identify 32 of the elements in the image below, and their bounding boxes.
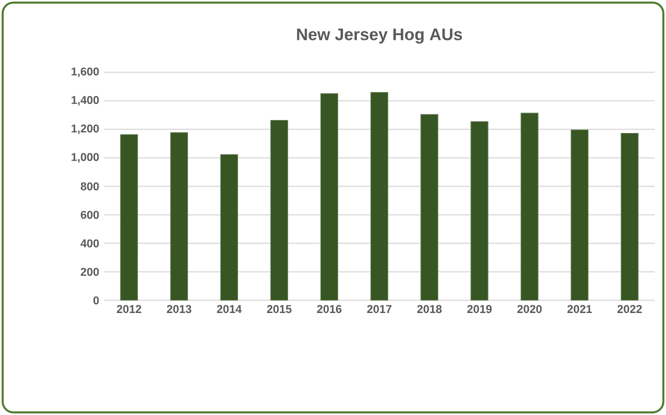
chart-title: New Jersey Hog AUs xyxy=(297,28,462,44)
bar xyxy=(170,132,188,300)
x-tick-label: 2012 xyxy=(116,305,142,314)
x-tick-label: 2016 xyxy=(317,305,342,314)
bar xyxy=(470,121,488,300)
bar xyxy=(420,114,438,300)
bar xyxy=(520,112,538,300)
bar xyxy=(620,132,638,300)
y-tick-label: 800 xyxy=(80,182,99,190)
bar xyxy=(320,93,338,300)
x-tick-label: 2019 xyxy=(467,305,492,314)
y-tick-label: 400 xyxy=(80,239,99,248)
y-tick-label: 1,200 xyxy=(72,124,99,134)
x-tick-label: 2015 xyxy=(267,305,292,314)
bar xyxy=(220,154,238,300)
y-tick-label: 1,400 xyxy=(72,96,99,106)
bar xyxy=(570,130,588,300)
x-tick-label: 2014 xyxy=(216,305,242,314)
y-tick-label: 1,600 xyxy=(72,68,99,78)
bar xyxy=(270,120,288,300)
x-tick-label: 2017 xyxy=(367,305,392,314)
y-tick-label: 600 xyxy=(80,210,99,219)
x-tick-label: 2013 xyxy=(166,305,192,314)
y-tick-label: 200 xyxy=(80,268,99,276)
x-tick-label: 2022 xyxy=(617,305,642,314)
x-tick-label: 2021 xyxy=(567,305,592,314)
bar xyxy=(120,134,138,300)
x-tick-label: 2020 xyxy=(517,305,542,314)
y-tick-label: 0 xyxy=(93,296,99,304)
bar xyxy=(370,92,388,300)
x-tick-label: 2018 xyxy=(417,305,442,314)
y-tick-label: 1,000 xyxy=(72,153,99,163)
